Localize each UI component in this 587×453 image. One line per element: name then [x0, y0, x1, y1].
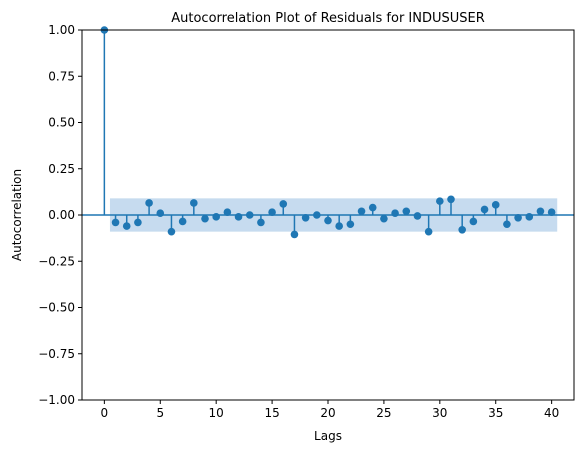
- acf-point: [491, 201, 500, 209]
- x-tick-label: 0: [101, 406, 109, 420]
- acf-point: [234, 213, 243, 221]
- y-tick-label: −0.25: [38, 254, 75, 268]
- acf-point: [156, 209, 165, 217]
- x-axis-label: Lags: [314, 429, 342, 443]
- x-tick-label: 5: [156, 406, 164, 420]
- acf-point: [223, 208, 232, 217]
- acf-point: [402, 207, 411, 216]
- acf-point: [212, 213, 220, 221]
- acf-point: [313, 211, 321, 219]
- y-tick-label: 0.25: [48, 162, 75, 176]
- y-tick-label: −0.75: [38, 347, 75, 361]
- acf-point: [368, 203, 377, 212]
- acf-point: [268, 208, 276, 217]
- x-tick-label: 35: [488, 406, 503, 420]
- y-tick-label: 0.75: [48, 69, 75, 83]
- acf-point: [190, 199, 198, 207]
- acf-point: [413, 212, 422, 220]
- y-tick-label: 0.50: [48, 116, 75, 130]
- x-tick-label: 30: [432, 406, 447, 420]
- acf-point: [380, 214, 388, 223]
- acf-point: [357, 207, 366, 216]
- acf-point: [447, 195, 455, 204]
- acf-point: [547, 208, 556, 217]
- acf-point: [436, 197, 444, 205]
- acf-point: [424, 227, 433, 236]
- acf-point: [290, 230, 299, 239]
- chart-title: Autocorrelation Plot of Residuals for IN…: [171, 11, 485, 26]
- acf-point: [178, 217, 187, 226]
- acf-point: [111, 218, 120, 227]
- acf-point: [122, 222, 131, 230]
- acf-point: [536, 207, 545, 216]
- acf-point: [301, 213, 310, 222]
- acf-point: [503, 220, 511, 229]
- acf-point: [391, 209, 399, 217]
- acf-point: [145, 199, 153, 207]
- acf-point: [346, 220, 355, 229]
- markers-layer: [100, 26, 556, 239]
- acf-point: [324, 216, 332, 225]
- x-tick-label: 20: [320, 406, 335, 420]
- x-tick-label: 15: [264, 406, 279, 420]
- x-ticks: 0 5 10 15 20 25 30 35 40: [101, 400, 559, 420]
- acf-point: [245, 211, 254, 219]
- acf-point: [525, 213, 534, 221]
- acf-point: [335, 222, 343, 230]
- y-tick-label: 1.00: [48, 23, 75, 37]
- acf-point: [257, 218, 265, 227]
- y-tick-label: 0.00: [48, 208, 75, 222]
- acf-point: [514, 213, 522, 222]
- acf-point: [134, 218, 142, 227]
- x-tick-label: 25: [376, 406, 391, 420]
- acf-point: [480, 205, 489, 214]
- acf-point: [469, 217, 478, 226]
- acf-point: [201, 214, 209, 223]
- x-tick-label: 40: [544, 406, 559, 420]
- y-axis-label: Autocorrelation: [10, 169, 24, 261]
- y-tick-label: −1.00: [38, 393, 75, 407]
- acf-point: [279, 200, 288, 208]
- acf-point: [167, 227, 176, 236]
- y-ticks: 1.00 0.75 0.50 0.25 0.00 −0.25 −0.50 −0.75 −1.00: [38, 23, 82, 407]
- x-tick-label: 10: [209, 406, 224, 420]
- acf-point: [458, 226, 466, 234]
- y-tick-label: −0.50: [38, 301, 75, 315]
